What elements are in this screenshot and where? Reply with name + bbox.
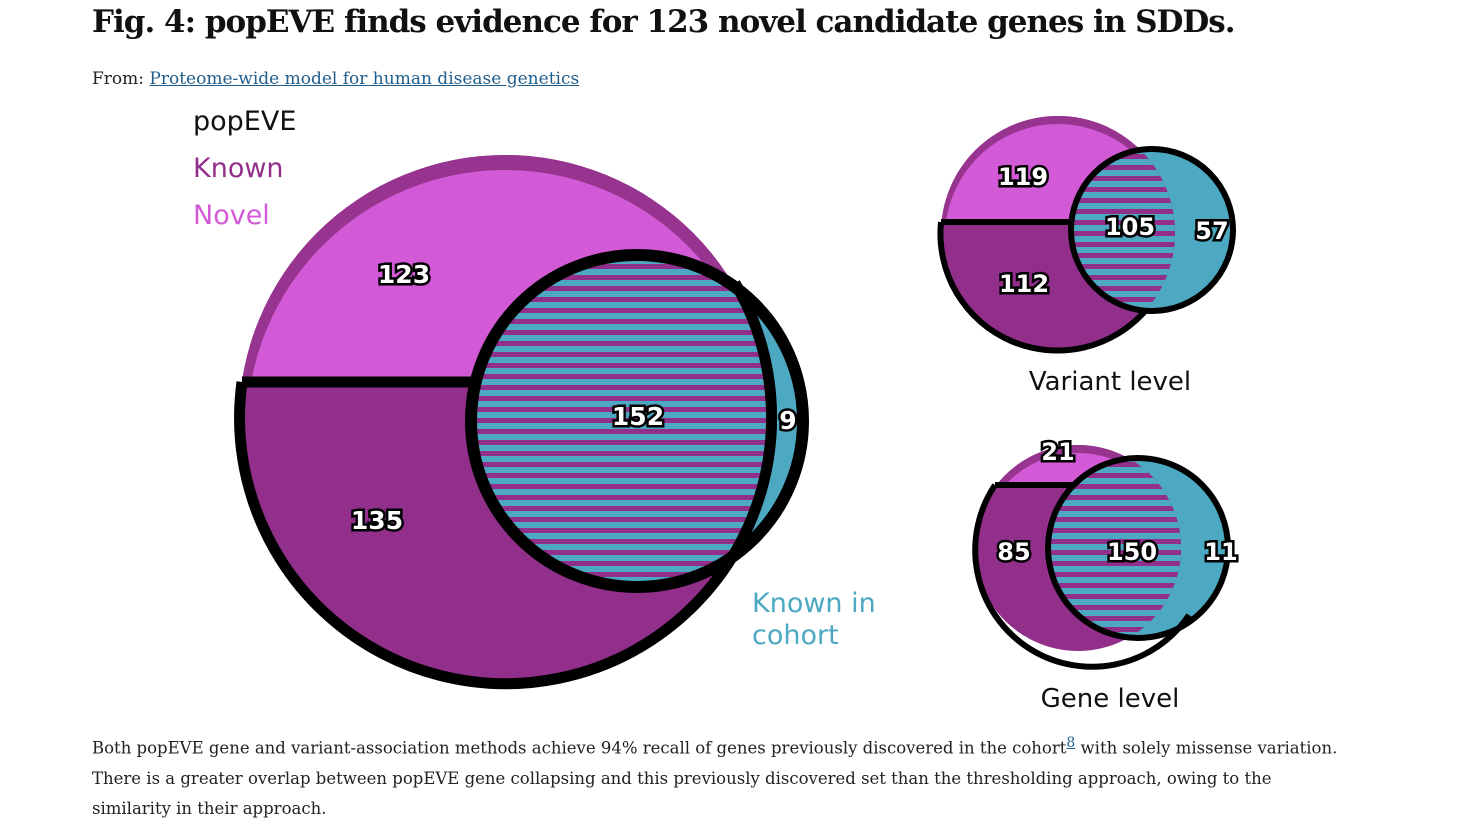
caption-text-start: Both popEVE gene and variant-association…: [92, 738, 1067, 758]
main-cohort-only-count: 9: [779, 406, 796, 435]
figure-title: Fig. 4: popEVE finds evidence for 123 no…: [92, 4, 1236, 40]
figure-caption: Both popEVE gene and variant-association…: [92, 728, 1352, 824]
gene-known-count: 85: [997, 538, 1030, 566]
variant-cohort-outline: [1068, 146, 1236, 314]
variant-cohort-only-count: 57: [1195, 217, 1228, 245]
variant-known-count: 112: [999, 270, 1049, 298]
venn-figure: popEVE Known Novel 123 135 152 9 Known i…: [193, 106, 1240, 714]
gene-level-label: Gene level: [1041, 684, 1180, 714]
main-venn: 123 135 152 9: [234, 155, 809, 690]
source-link[interactable]: Proteome-wide model for human disease ge…: [149, 69, 580, 89]
gene-cohort-outline: [1045, 455, 1231, 641]
main-known-outline: [234, 280, 778, 690]
legend-known: Known: [193, 153, 284, 184]
gene-overlap-count: 150: [1107, 538, 1157, 566]
reference-link[interactable]: 8: [1066, 735, 1076, 751]
caption-reference: 8: [1066, 735, 1075, 751]
variant-overlap-stripes: [1071, 149, 1175, 311]
variant-level-label: Variant level: [1029, 367, 1191, 397]
gene-known-outline: [972, 483, 1192, 670]
variant-novel-count: 119: [998, 163, 1048, 191]
caption-text-end: with solely missense variation. There is…: [92, 738, 1338, 818]
main-cohort-outline: [465, 249, 809, 593]
gene-novel-count: 21: [1041, 438, 1074, 466]
legend-novel: Novel: [193, 200, 270, 231]
gene-venn: 21 85 150 11: [972, 436, 1240, 670]
legend-cohort-line2: cohort: [752, 620, 839, 651]
source-prefix: From:: [92, 69, 145, 89]
main-known-count: 135: [351, 506, 403, 535]
variant-overlap-count: 105: [1105, 213, 1155, 241]
variant-venn: 119 112 105 57: [937, 116, 1236, 354]
source-line: From: Proteome-wide model for human dise…: [92, 69, 579, 89]
legend-cohort-line1: Known in: [752, 588, 876, 619]
gene-overlap-stripes: [1048, 458, 1181, 638]
gene-cohort-only-count: 11: [1204, 538, 1237, 566]
main-overlap-stripes: [471, 255, 771, 587]
legend-heading: popEVE: [193, 106, 296, 137]
main-overlap-count: 152: [612, 402, 664, 431]
main-novel-count: 123: [378, 260, 430, 289]
variant-known-outline: [937, 221, 1149, 354]
